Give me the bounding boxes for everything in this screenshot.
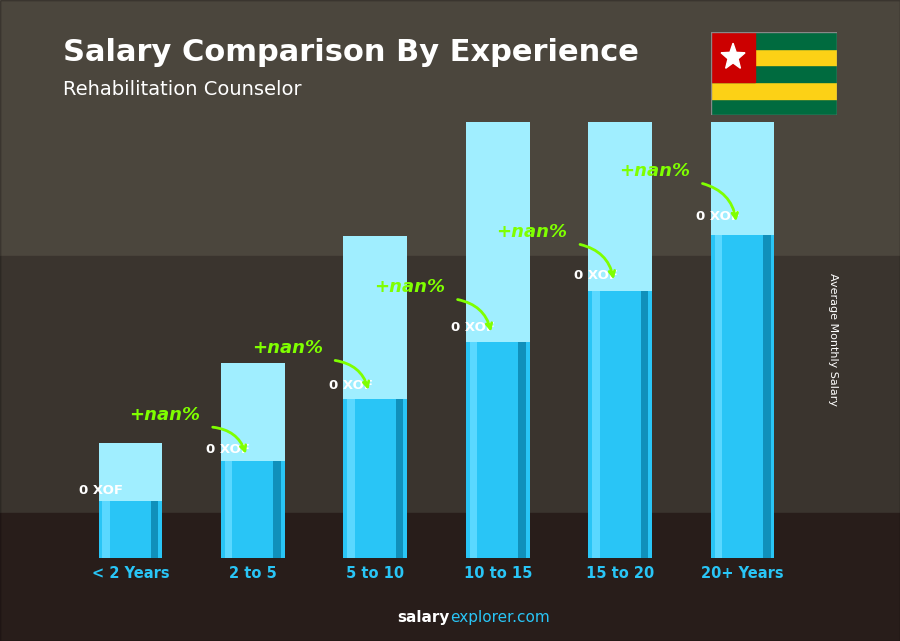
Bar: [221, 363, 284, 462]
Text: explorer.com: explorer.com: [450, 610, 550, 625]
Bar: [0, 0, 900, 256]
Bar: [715, 226, 723, 558]
Bar: [711, 226, 775, 558]
Bar: [711, 65, 837, 82]
Text: +nan%: +nan%: [619, 162, 690, 180]
Bar: [470, 337, 477, 558]
Text: 0 XOF: 0 XOF: [451, 321, 495, 334]
Text: +nan%: +nan%: [252, 339, 322, 357]
Polygon shape: [721, 43, 745, 69]
Bar: [103, 499, 110, 558]
Bar: [711, 82, 837, 99]
Text: 0 XOF: 0 XOF: [696, 210, 740, 224]
Bar: [711, 32, 755, 82]
Bar: [344, 395, 407, 558]
Bar: [150, 499, 158, 558]
Bar: [396, 395, 403, 558]
Bar: [0, 513, 900, 641]
Bar: [589, 18, 652, 292]
Bar: [225, 459, 232, 558]
Bar: [711, 49, 837, 65]
Bar: [641, 285, 648, 558]
Bar: [466, 337, 529, 558]
Text: 0 XOF: 0 XOF: [573, 269, 617, 281]
Bar: [274, 459, 281, 558]
Text: +nan%: +nan%: [497, 223, 568, 241]
Bar: [0, 256, 900, 513]
Bar: [711, 32, 837, 49]
Bar: [347, 395, 355, 558]
Bar: [221, 459, 284, 558]
Text: 0 XOF: 0 XOF: [206, 443, 250, 456]
Text: 0 XOF: 0 XOF: [328, 379, 373, 392]
Bar: [711, 0, 775, 235]
Bar: [592, 285, 599, 558]
Text: salary: salary: [398, 610, 450, 625]
Bar: [763, 226, 770, 558]
Text: Salary Comparison By Experience: Salary Comparison By Experience: [63, 38, 639, 67]
Bar: [466, 122, 529, 342]
Bar: [518, 337, 526, 558]
Text: +nan%: +nan%: [374, 278, 446, 296]
Text: Rehabilitation Counselor: Rehabilitation Counselor: [63, 80, 302, 99]
Bar: [711, 99, 837, 115]
Text: +nan%: +nan%: [129, 406, 200, 424]
Bar: [344, 237, 407, 399]
Text: 0 XOF: 0 XOF: [79, 484, 123, 497]
Text: Average Monthly Salary: Average Monthly Salary: [827, 273, 838, 406]
Bar: [589, 285, 652, 558]
Bar: [98, 443, 162, 501]
Bar: [98, 499, 162, 558]
